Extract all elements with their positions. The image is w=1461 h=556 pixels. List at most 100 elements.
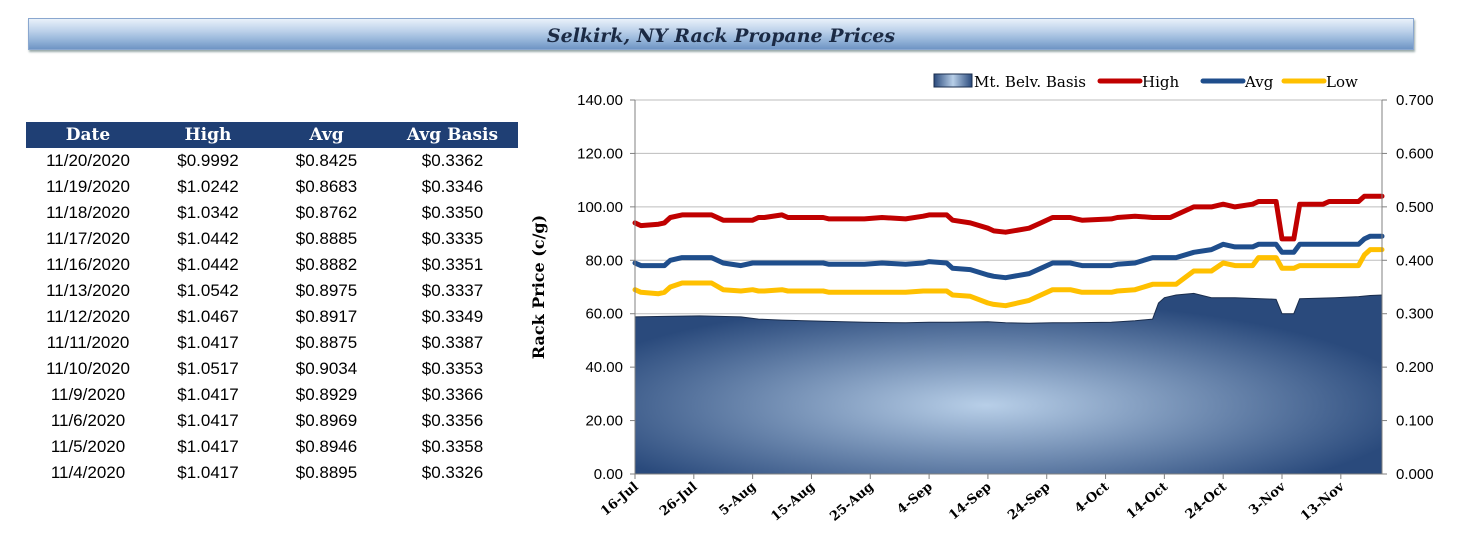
cell-high: $1.0517 (177, 359, 239, 378)
cell-avg: $0.8917 (295, 307, 358, 326)
table-row: 11/18/2020 $1.0342 $0.8762 $0.3350 (26, 200, 518, 226)
header-date: Date (26, 122, 150, 148)
cell-date: 11/12/2020 (46, 307, 130, 326)
legend-label: High (1142, 73, 1179, 91)
y-tick-label: 140.00 (577, 92, 623, 109)
cell-date: 11/16/2020 (46, 255, 130, 274)
cell-date: 11/5/2020 (50, 437, 126, 456)
x-tick-label: 26-Jul (657, 480, 700, 520)
legend-label: Mt. Belv. Basis (974, 73, 1086, 91)
cell-avg: $0.8683 (295, 177, 358, 196)
legend-label: Low (1326, 73, 1358, 91)
table-row: 11/4/2020 $1.0417 $0.8895 $0.3326 (26, 460, 518, 486)
y-tick-label: 20.00 (585, 413, 623, 430)
cell-avg: $0.8975 (295, 281, 358, 300)
cell-avg-basis: $0.3346 (421, 177, 484, 196)
cell-avg: $0.8882 (295, 255, 358, 274)
y-tick-label: 100.00 (577, 199, 623, 216)
x-tick-label: 14-Sep (946, 480, 994, 524)
legend-label: Avg (1244, 73, 1274, 91)
cell-high: $1.0242 (177, 177, 239, 196)
y-tick-label: 120.00 (577, 145, 623, 162)
cell-avg-basis: $0.3387 (421, 333, 484, 352)
cell-avg: $0.8969 (295, 411, 358, 430)
cell-avg-basis: $0.3351 (421, 255, 484, 274)
series-mt-belv-basis-area (634, 292, 1383, 475)
cell-avg-basis: $0.3356 (421, 411, 484, 430)
y2-tick-label: 0.600 (1396, 145, 1434, 162)
cell-date: 11/11/2020 (46, 333, 130, 352)
y-tick-label: 80.00 (585, 252, 623, 269)
cell-avg-basis: $0.3326 (421, 463, 484, 482)
cell-avg-basis: $0.3350 (421, 203, 484, 222)
cell-date: 11/9/2020 (50, 385, 126, 404)
table-header-row: Date High Avg Avg Basis (26, 122, 518, 148)
table-row: 11/9/2020 $1.0417 $0.8929 $0.3366 (26, 382, 518, 408)
cell-date: 11/20/2020 (46, 151, 130, 170)
y2-tick-label: 0.700 (1396, 92, 1434, 109)
series-low-line (632, 247, 1385, 309)
cell-avg-basis: $0.3335 (421, 229, 484, 248)
cell-high: $1.0417 (177, 385, 239, 404)
cell-avg: $0.8762 (295, 203, 358, 222)
cell-avg: $0.8895 (295, 463, 358, 482)
cell-high: $1.0542 (177, 281, 239, 300)
table-row: 11/16/2020 $1.0442 $0.8882 $0.3351 (26, 252, 518, 278)
table-row: 11/17/2020 $1.0442 $0.8885 $0.3335 (26, 226, 518, 252)
y-tick-label: 0.00 (594, 466, 623, 483)
table-row: 11/20/2020 $0.9992 $0.8425 $0.3362 (26, 148, 518, 174)
cell-avg: $0.8885 (295, 229, 358, 248)
x-tick-label: 16-Jul (598, 480, 641, 520)
cell-date: 11/19/2020 (46, 177, 130, 196)
x-tick-label: 13-Nov (1298, 479, 1348, 524)
y2-tick-label: 0.300 (1396, 306, 1434, 323)
cell-avg: $0.8946 (295, 437, 358, 456)
price-table: Date High Avg Avg Basis 11/20/2020 $0.999… (26, 122, 518, 486)
header-avg-basis: Avg Basis (387, 122, 518, 148)
cell-high: $0.9992 (177, 151, 239, 170)
title-bar: Selkirk, NY Rack Propane Prices (28, 18, 1414, 50)
cell-avg: $0.9034 (295, 359, 358, 378)
cell-high: $1.0467 (177, 307, 239, 326)
table-row: 11/19/2020 $1.0242 $0.8683 $0.3346 (26, 174, 518, 200)
y2-tick-label: 0.500 (1396, 199, 1434, 216)
header-avg: Avg (266, 122, 387, 148)
x-tick-label: 25-Aug (827, 480, 877, 525)
x-tick-label: 5-Aug (717, 480, 760, 519)
cell-date: 11/17/2020 (46, 229, 130, 248)
table-row: 11/10/2020 $1.0517 $0.9034 $0.3353 (26, 356, 518, 382)
y2-tick-label: 0.000 (1396, 466, 1434, 483)
x-tick-label: 15-Aug (768, 480, 818, 525)
table-row: 11/12/2020 $1.0467 $0.8917 $0.3349 (26, 304, 518, 330)
cell-avg: $0.8425 (295, 151, 358, 170)
x-tick-label: 4-Sep (894, 480, 935, 518)
basis-area-group (634, 292, 1383, 475)
series-avg-line (632, 233, 1385, 281)
cell-avg-basis: $0.3366 (421, 385, 484, 404)
page-title: Selkirk, NY Rack Propane Prices (546, 25, 896, 47)
header-high: High (150, 122, 266, 148)
cell-avg-basis: $0.3358 (421, 437, 484, 456)
cell-date: 11/13/2020 (46, 281, 130, 300)
x-tick-label: 14-Oct (1124, 480, 1171, 523)
cell-avg-basis: $0.3337 (421, 281, 484, 300)
y2-tick-label: 0.400 (1396, 252, 1434, 269)
x-tick-label: 24-Sep (1005, 480, 1053, 524)
series-lines (632, 193, 1385, 309)
cell-avg-basis: $0.3349 (421, 307, 484, 326)
cell-avg: $0.8875 (295, 333, 358, 352)
cell-high: $1.0442 (177, 255, 239, 274)
legend: Mt. Belv. Basis High Avg Low (933, 73, 1358, 91)
table-body: 11/20/2020 $0.9992 $0.8425 $0.3362 11/19/202… (26, 148, 518, 486)
cell-date: 11/10/2020 (46, 359, 130, 378)
table-row: 11/6/2020 $1.0417 $0.8969 $0.3356 (26, 408, 518, 434)
cell-high: $1.0342 (177, 203, 239, 222)
table-row: 11/13/2020 $1.0542 $0.8975 $0.3337 (26, 278, 518, 304)
y2-tick-label: 0.100 (1396, 413, 1434, 430)
legend-swatch-basis (933, 73, 973, 88)
y-axis-label: Rack Price (c/g) (529, 215, 548, 359)
y2-tick-label: 0.200 (1396, 359, 1434, 376)
cell-high: $1.0417 (177, 437, 239, 456)
cell-high: $1.0417 (177, 333, 239, 352)
cell-date: 11/4/2020 (50, 463, 126, 482)
